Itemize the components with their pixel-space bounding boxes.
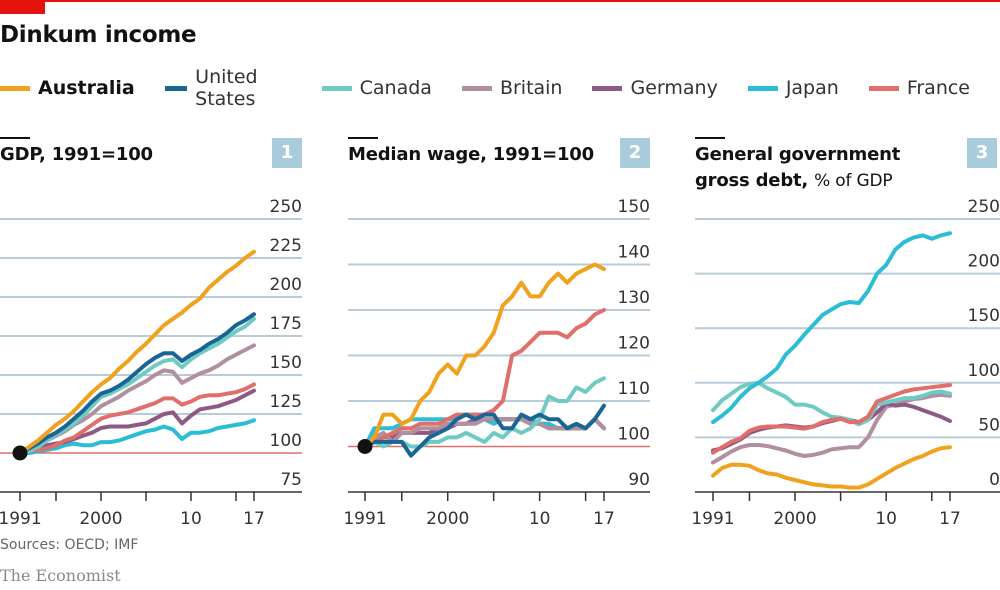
legend-label: United States [195, 66, 258, 110]
panel-2-rule [348, 137, 378, 139]
legend-item-united-states: United States [164, 66, 292, 110]
x-tick-label: 10 [529, 509, 551, 529]
x-tick-label: 2000 [79, 509, 122, 529]
y-tick-label: 140 [618, 243, 650, 263]
brand-red-tag [0, 0, 45, 14]
legend-label: Germany [630, 77, 718, 99]
legend-item-france: France [868, 77, 970, 99]
y-tick-label: 200 [270, 275, 302, 295]
legend-label: Britain [499, 77, 563, 99]
panel-1-title: GDP, 1991=100 [0, 144, 153, 165]
series-line-canada [711, 380, 952, 427]
legend-swatch [868, 85, 899, 91]
legend: Australia United States Canada Britain Germa… [0, 66, 1000, 110]
legend-swatch [164, 85, 188, 91]
legend-item-japan: Japan [747, 77, 839, 99]
brand-logo: The Economist [0, 566, 121, 585]
y-tick-label: 120 [618, 334, 650, 354]
y-tick-label: 50 [978, 415, 1000, 435]
legend-label: Canada [359, 77, 432, 99]
legend-label: Japan [785, 77, 839, 99]
series-line-france [18, 382, 256, 455]
x-tick-label: 1991 [343, 509, 386, 529]
x-tick-label: 1991 [691, 509, 734, 529]
y-tick-label: 130 [618, 288, 650, 308]
legend-item-canada: Canada [321, 77, 432, 99]
brand-top-rule [0, 0, 1000, 2]
legend-swatch [321, 85, 352, 91]
y-tick-label: 100 [618, 425, 650, 445]
panel-2-number-badge: 2 [620, 138, 650, 168]
legend-label: Australia [38, 77, 135, 99]
y-tick-label: 100 [968, 361, 1000, 381]
series-line-japan [711, 231, 952, 425]
y-tick-label: 150 [618, 197, 650, 217]
y-tick-label: 250 [968, 197, 1000, 217]
x-tick-label: 17 [243, 509, 265, 529]
series-line-australia [18, 249, 256, 455]
legend-label: France [906, 77, 970, 99]
panel-3-rule [695, 137, 725, 139]
series-line-australia [711, 445, 952, 490]
panel-3-title: General government gross debt, % of GDP [695, 142, 900, 194]
series-line-britain [363, 417, 606, 449]
legend-item-britain: Britain [461, 77, 563, 99]
x-tick-label: 17 [939, 509, 961, 529]
panel-1-number-badge: 1 [272, 138, 302, 168]
source-note: Sources: OECD; IMF [0, 537, 139, 553]
panel-1-rule [0, 137, 30, 139]
panel-3-title-unit: % of GDP [814, 171, 893, 191]
panel-2-title: Median wage, 1991=100 [348, 144, 594, 165]
y-tick-label: 125 [270, 392, 302, 412]
y-tick-label: 0 [989, 470, 1000, 490]
legend-swatch [0, 85, 30, 91]
legend-swatch [592, 85, 623, 91]
start-marker [357, 439, 373, 454]
legend-swatch [461, 85, 492, 91]
x-tick-label: 2000 [426, 509, 469, 529]
panel-3-number-badge: 3 [967, 138, 997, 168]
legend-item-germany: Germany [592, 77, 718, 99]
series-line-britain [711, 392, 952, 465]
y-tick-label: 225 [270, 236, 302, 256]
y-tick-label: 175 [270, 314, 302, 334]
series-line-france [711, 383, 952, 455]
chart-title: Dinkum income [0, 22, 197, 48]
y-tick-label: 110 [618, 379, 650, 399]
y-tick-label: 250 [270, 197, 302, 217]
x-tick-label: 10 [180, 509, 202, 529]
x-tick-label: 2000 [773, 509, 816, 529]
y-tick-label: 90 [628, 470, 650, 490]
x-tick-label: 1991 [0, 509, 42, 529]
panel-3-title-line2: gross debt, [695, 170, 809, 191]
panel-3-title-line1: General government [695, 144, 901, 165]
y-tick-label: 150 [968, 306, 1000, 326]
series-line-japan [18, 418, 256, 455]
y-tick-label: 200 [968, 252, 1000, 272]
y-tick-label: 75 [280, 470, 302, 490]
x-tick-label: 17 [593, 509, 615, 529]
series-line-united-states [363, 403, 606, 458]
legend-swatch [747, 85, 778, 91]
y-tick-label: 150 [270, 353, 302, 373]
y-tick-label: 100 [270, 431, 302, 451]
start-marker [12, 445, 28, 461]
series-line-united-states [18, 312, 256, 455]
legend-item-australia: Australia [0, 77, 135, 99]
series-line-australia [363, 262, 606, 449]
x-tick-label: 10 [875, 509, 897, 529]
